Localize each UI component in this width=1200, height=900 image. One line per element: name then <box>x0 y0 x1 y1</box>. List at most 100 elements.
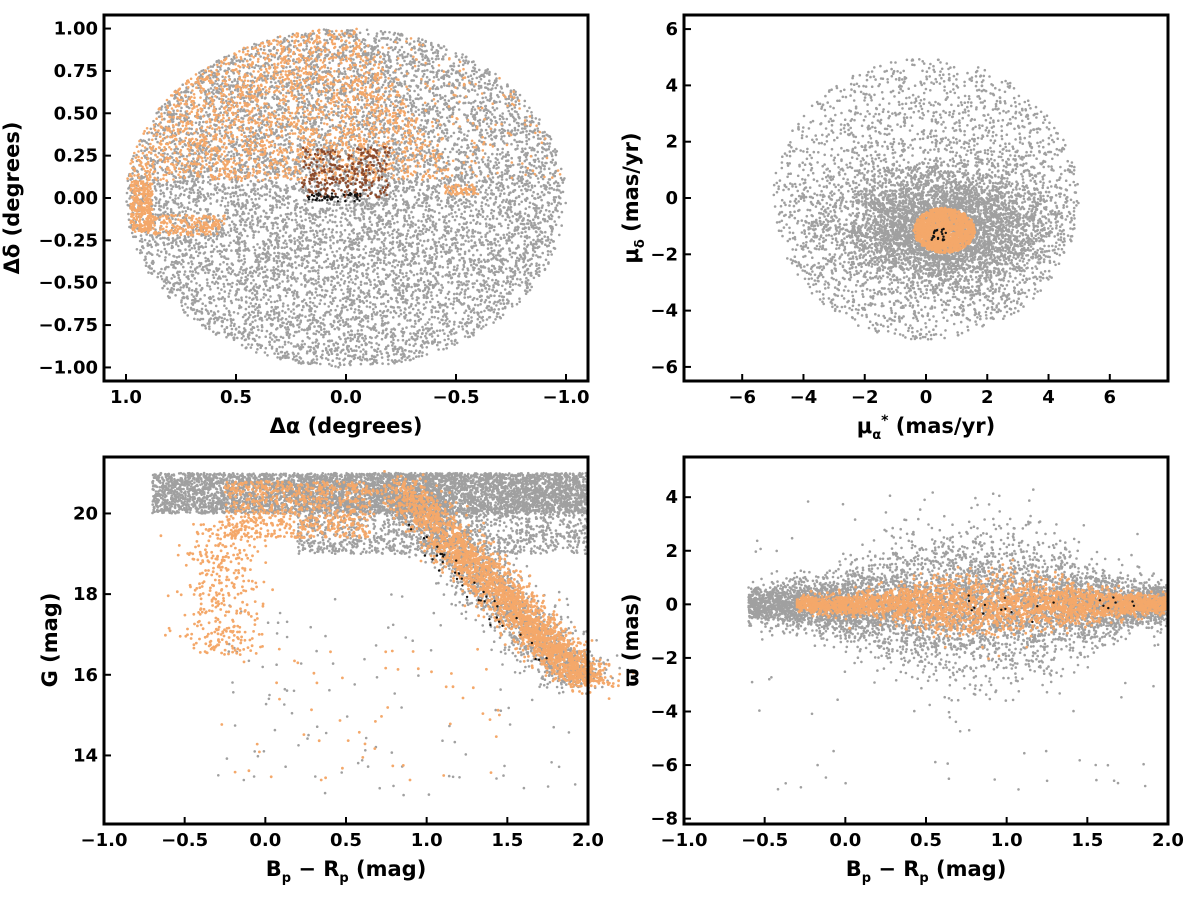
spatial-field-point <box>499 185 502 188</box>
spatial-field-point <box>221 75 224 78</box>
spatial-field-point <box>467 287 470 290</box>
spatial-field-point <box>375 342 378 345</box>
spatial-field-point <box>511 182 514 185</box>
spatial-field-point <box>423 307 426 310</box>
spatial-field-point <box>396 173 399 176</box>
spatial-field-point <box>529 202 532 205</box>
spatial-field-point <box>549 250 552 253</box>
spatial-field-point <box>408 206 411 209</box>
spatial-field-point <box>260 48 263 51</box>
spatial-field-point <box>162 184 165 187</box>
spatial-field-point <box>230 324 233 327</box>
spatial-field-point <box>425 126 428 129</box>
spatial-field-point <box>295 215 298 218</box>
spatial-field-point <box>473 73 476 76</box>
spatial-field-point <box>390 270 393 273</box>
spatial-field-point <box>438 218 441 221</box>
spatial-field-point <box>510 275 513 278</box>
spatial-field-point <box>482 211 485 214</box>
spatial-field-point <box>395 297 398 300</box>
spatial-field-point <box>426 185 429 188</box>
spatial-field-point <box>296 343 299 346</box>
spatial-field-point <box>263 168 266 171</box>
spatial-field-point <box>527 172 530 175</box>
spatial-field-point <box>279 230 282 233</box>
spatial-field-point <box>520 189 523 192</box>
spatial-field-point <box>489 197 492 200</box>
spatial-field-point <box>488 135 491 138</box>
spatial-field-point <box>398 261 401 264</box>
spatial-field-point <box>503 236 506 239</box>
spatial-field-point <box>423 150 426 153</box>
spatial-field-point <box>500 189 503 192</box>
spatial-field-point <box>395 162 398 165</box>
spatial-field-point <box>390 297 393 300</box>
spatial-field-point <box>316 306 319 309</box>
spatial-field-point <box>317 342 320 345</box>
spatial-field-point <box>359 32 362 35</box>
spatial-field-point <box>518 195 521 198</box>
spatial-field-point <box>423 281 426 284</box>
spatial-field-point <box>429 260 432 263</box>
spatial-field-point <box>157 249 160 252</box>
spatial-field-point <box>263 136 266 139</box>
spatial-field-point <box>244 58 247 61</box>
spatial-field-point <box>516 303 519 306</box>
spatial-field-point <box>381 320 384 323</box>
spatial-field-point <box>170 263 173 266</box>
spatial-field-point <box>442 243 445 246</box>
spatial-field-point <box>318 94 321 97</box>
spatial-field-point <box>534 197 537 200</box>
spatial-field-point <box>320 122 323 125</box>
spatial-field-point <box>395 148 398 151</box>
spatial-field-point <box>372 308 375 311</box>
spatial-field-point <box>283 289 286 292</box>
spatial-field-point <box>450 303 453 306</box>
spatial-field-point <box>465 198 468 201</box>
spatial-field-point <box>301 256 304 259</box>
spatial-field-point <box>522 131 525 134</box>
spatial-field-point <box>321 350 324 353</box>
spatial-field-point <box>231 81 234 84</box>
spatial-field-point <box>177 197 180 200</box>
spatial-field-point <box>286 207 289 210</box>
spatial-field-point <box>413 253 416 256</box>
spatial-field-point <box>244 165 247 168</box>
spatial-field-point <box>321 357 324 360</box>
spatial-field-point <box>334 297 337 300</box>
spatial-field-point <box>466 134 469 137</box>
spatial-points <box>125 28 567 369</box>
spatial-field-point <box>228 224 231 227</box>
spatial-field-point <box>443 161 446 164</box>
spatial-field-point <box>522 227 525 230</box>
spatial-field-point <box>418 302 421 305</box>
spatial-field-point <box>306 327 309 330</box>
spatial-field-point <box>327 98 330 101</box>
spatial-field-point <box>258 128 261 131</box>
spatial-field-point <box>405 275 408 278</box>
spatial-field-point <box>352 294 355 297</box>
spatial-field-point <box>177 282 180 285</box>
spatial-field-point <box>212 193 215 196</box>
spatial-field-point <box>248 290 251 293</box>
spatial-field-point <box>247 168 250 171</box>
spatial-field-point <box>528 107 531 110</box>
spatial-field-point <box>419 189 422 192</box>
spatial-field-point <box>317 278 320 281</box>
spatial-field-point <box>330 309 333 312</box>
spatial-field-point <box>241 241 244 244</box>
spatial-field-point <box>343 363 346 366</box>
spatial-field-point <box>368 278 371 281</box>
spatial-field-point <box>461 325 464 328</box>
spatial-field-point <box>513 139 516 142</box>
spatial-field-point <box>337 366 340 369</box>
spatial-field-point <box>209 202 212 205</box>
spatial-field-point <box>242 269 245 272</box>
spatial-field-point <box>228 75 231 78</box>
spatial-field-point <box>455 215 458 218</box>
spatial-field-point <box>183 206 186 209</box>
spatial-field-point <box>370 230 373 233</box>
spatial-field-point <box>255 334 258 337</box>
spatial-field-point <box>462 243 465 246</box>
spatial-field-point <box>249 267 252 270</box>
